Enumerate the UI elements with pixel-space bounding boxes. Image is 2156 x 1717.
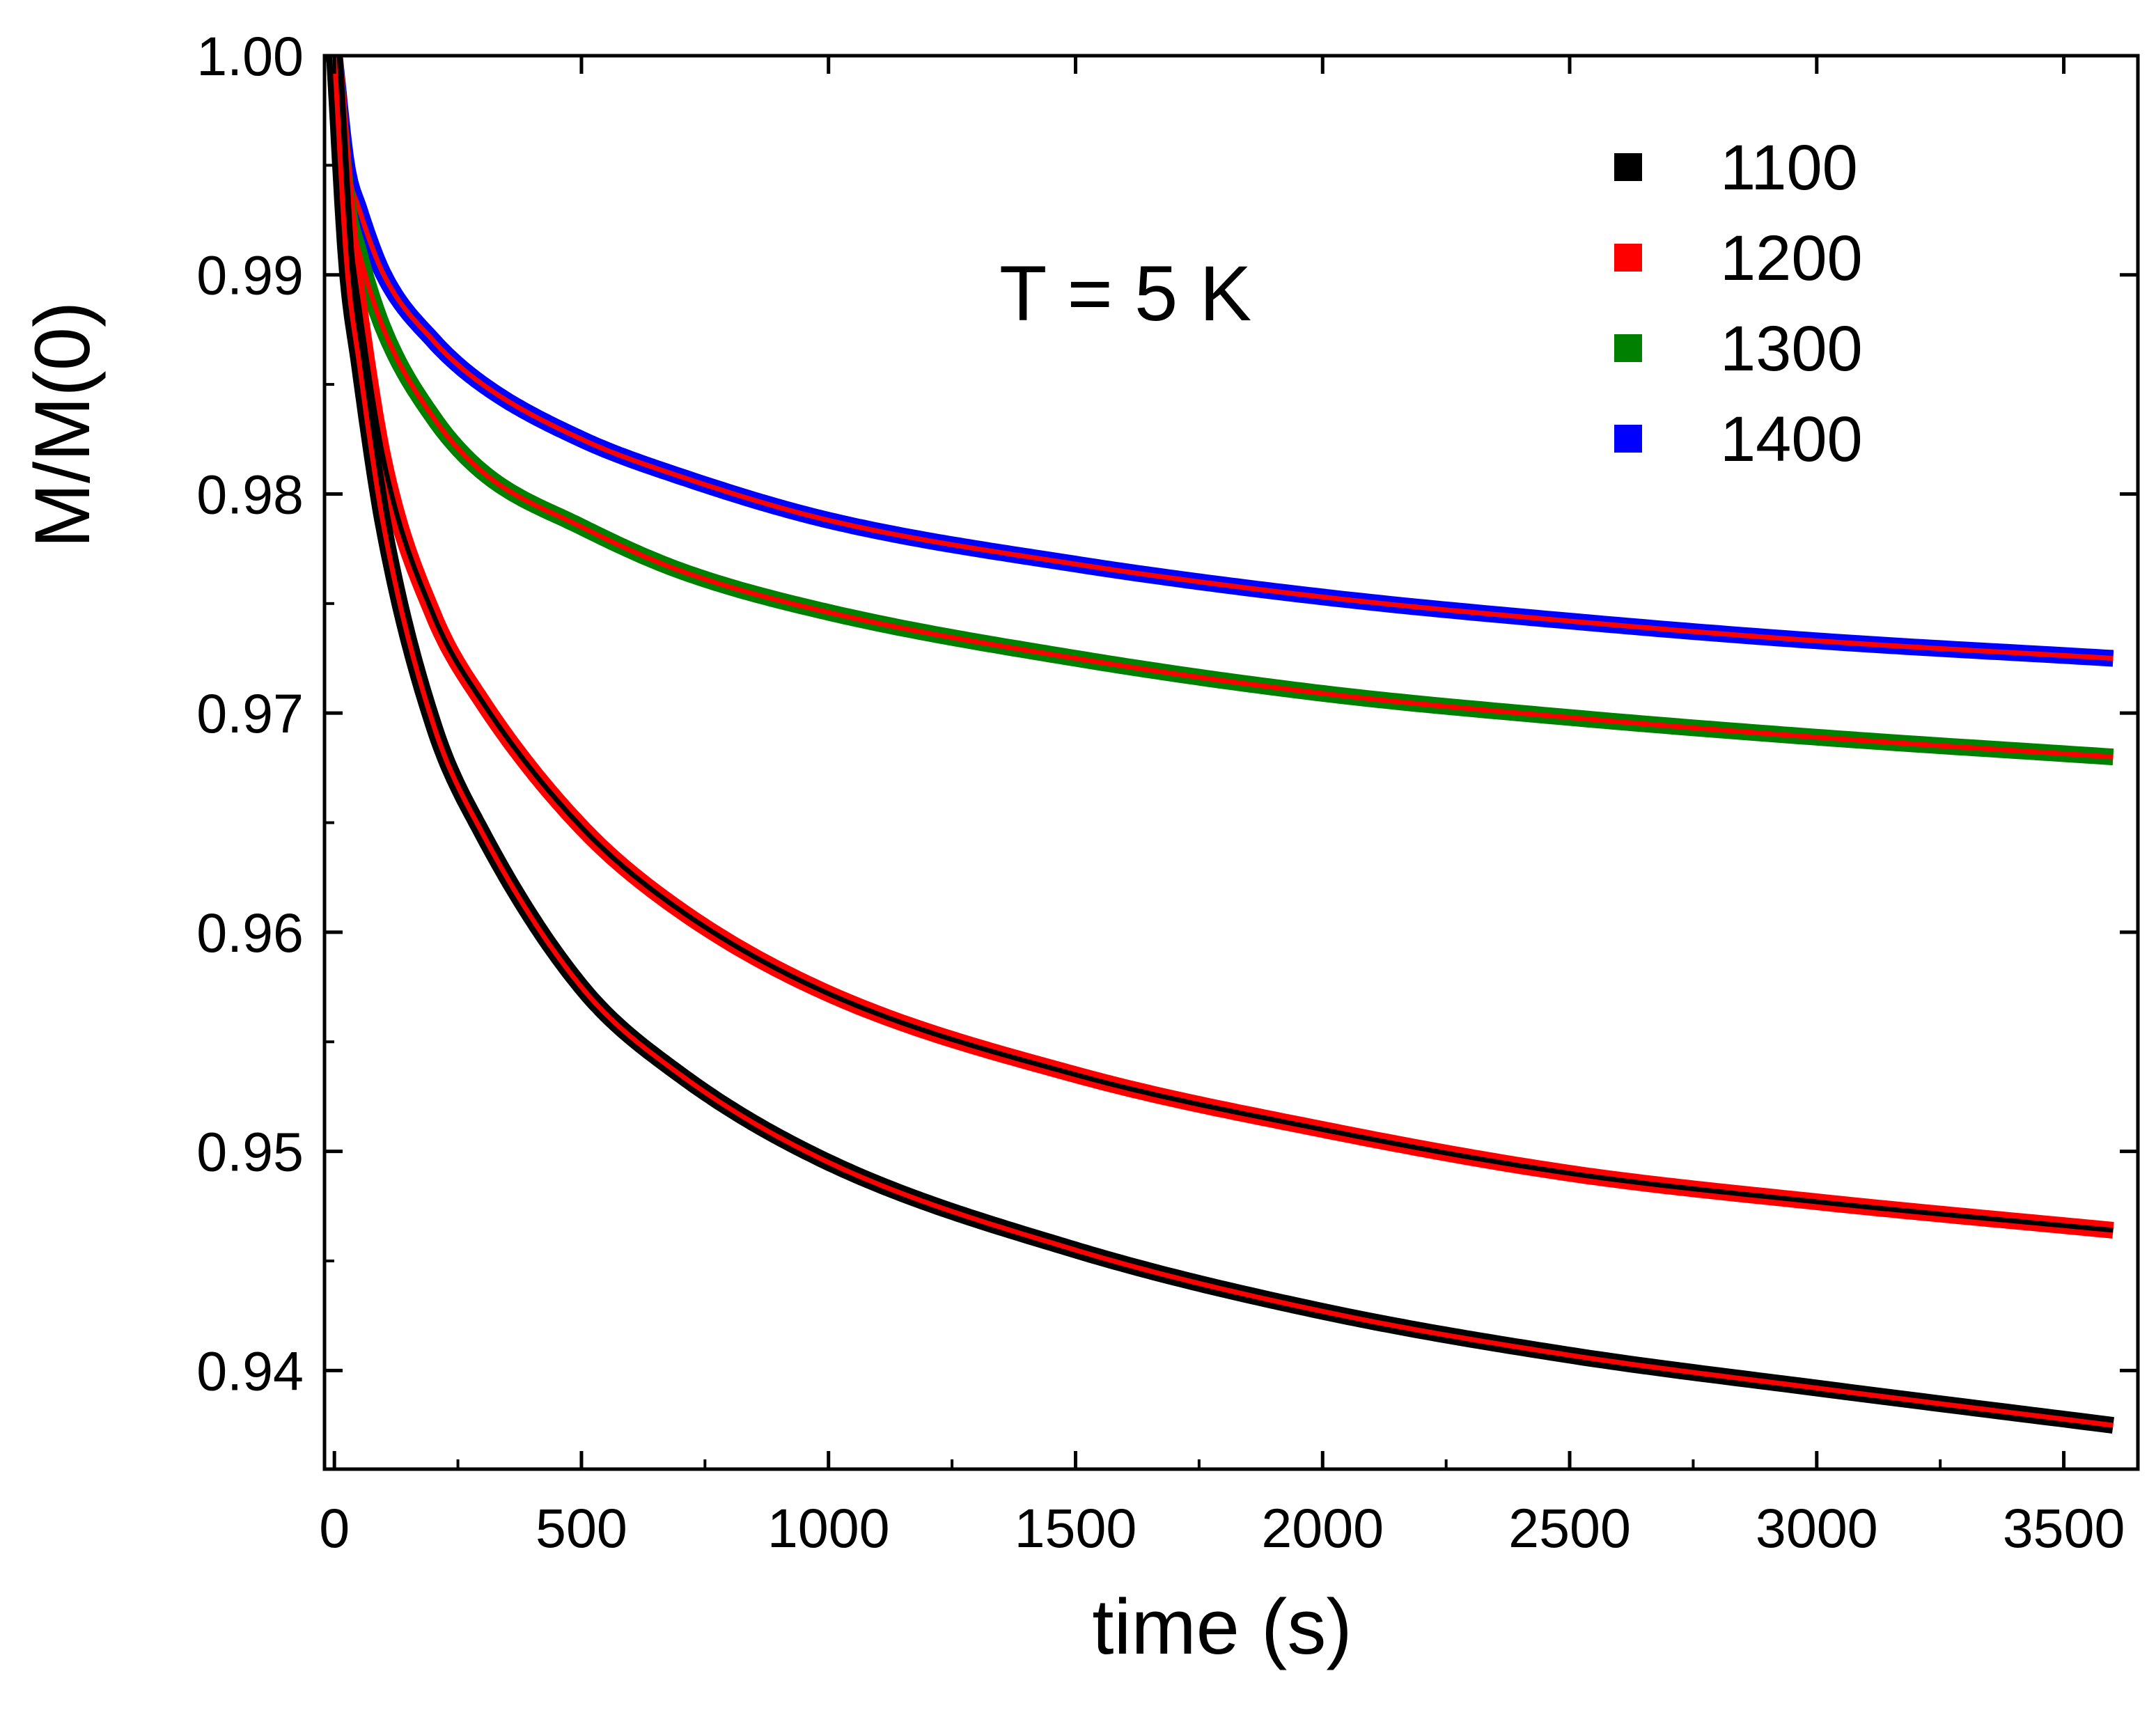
series-1200-fit-line	[331, 53, 2114, 1233]
y-axis-title: M/M(0)	[19, 301, 106, 549]
legend-label-1300: 1300	[1720, 313, 1863, 384]
legend-marker-1200	[1614, 244, 1642, 272]
y-tick-label: 0.97	[196, 682, 304, 744]
legend-marker-1100	[1614, 153, 1642, 181]
plot-frame	[322, 54, 2140, 1471]
y-tick-label: 0.98	[196, 463, 304, 525]
y-tick-label: 0.99	[196, 244, 304, 306]
x-tick-label: 3000	[1756, 1497, 1878, 1559]
series-layer	[326, 47, 2114, 1434]
temperature-annotation: T = 5 K	[999, 250, 1251, 337]
legend-marker-1300	[1614, 334, 1642, 362]
x-tick-label: 1500	[1015, 1497, 1137, 1559]
x-tick-label: 3500	[2003, 1497, 2125, 1559]
legend-label-1200: 1200	[1720, 223, 1863, 294]
x-tick-label: 2000	[1261, 1497, 1384, 1559]
x-tick-label: 1000	[767, 1497, 890, 1559]
x-axis-title: time (s)	[1092, 1583, 1352, 1670]
legend-marker-1400	[1614, 425, 1642, 453]
axis-layer: 0 500 1000 1500 2000 2500 3000 3500 0.94 0.95 0.96…	[196, 25, 2138, 1559]
y-tick-label: 1.00	[196, 25, 304, 87]
legend-label-1100: 1100	[1720, 132, 1858, 203]
y-tick-label: 0.95	[196, 1121, 304, 1183]
series-1100-fit-line	[331, 53, 2114, 1428]
y-tick-label: 0.96	[196, 902, 304, 964]
x-tick-label: 500	[536, 1497, 627, 1559]
legend-label-1400: 1400	[1720, 404, 1863, 475]
x-tick-label: 2500	[1508, 1497, 1631, 1559]
series-1300-fit-line	[331, 53, 2114, 760]
y-tick-label: 0.94	[196, 1340, 304, 1402]
legend: 1100 1200 1300 1400	[1614, 132, 1863, 475]
series-1400-fit-line	[331, 53, 2114, 661]
x-tick-label: 0	[319, 1497, 350, 1559]
